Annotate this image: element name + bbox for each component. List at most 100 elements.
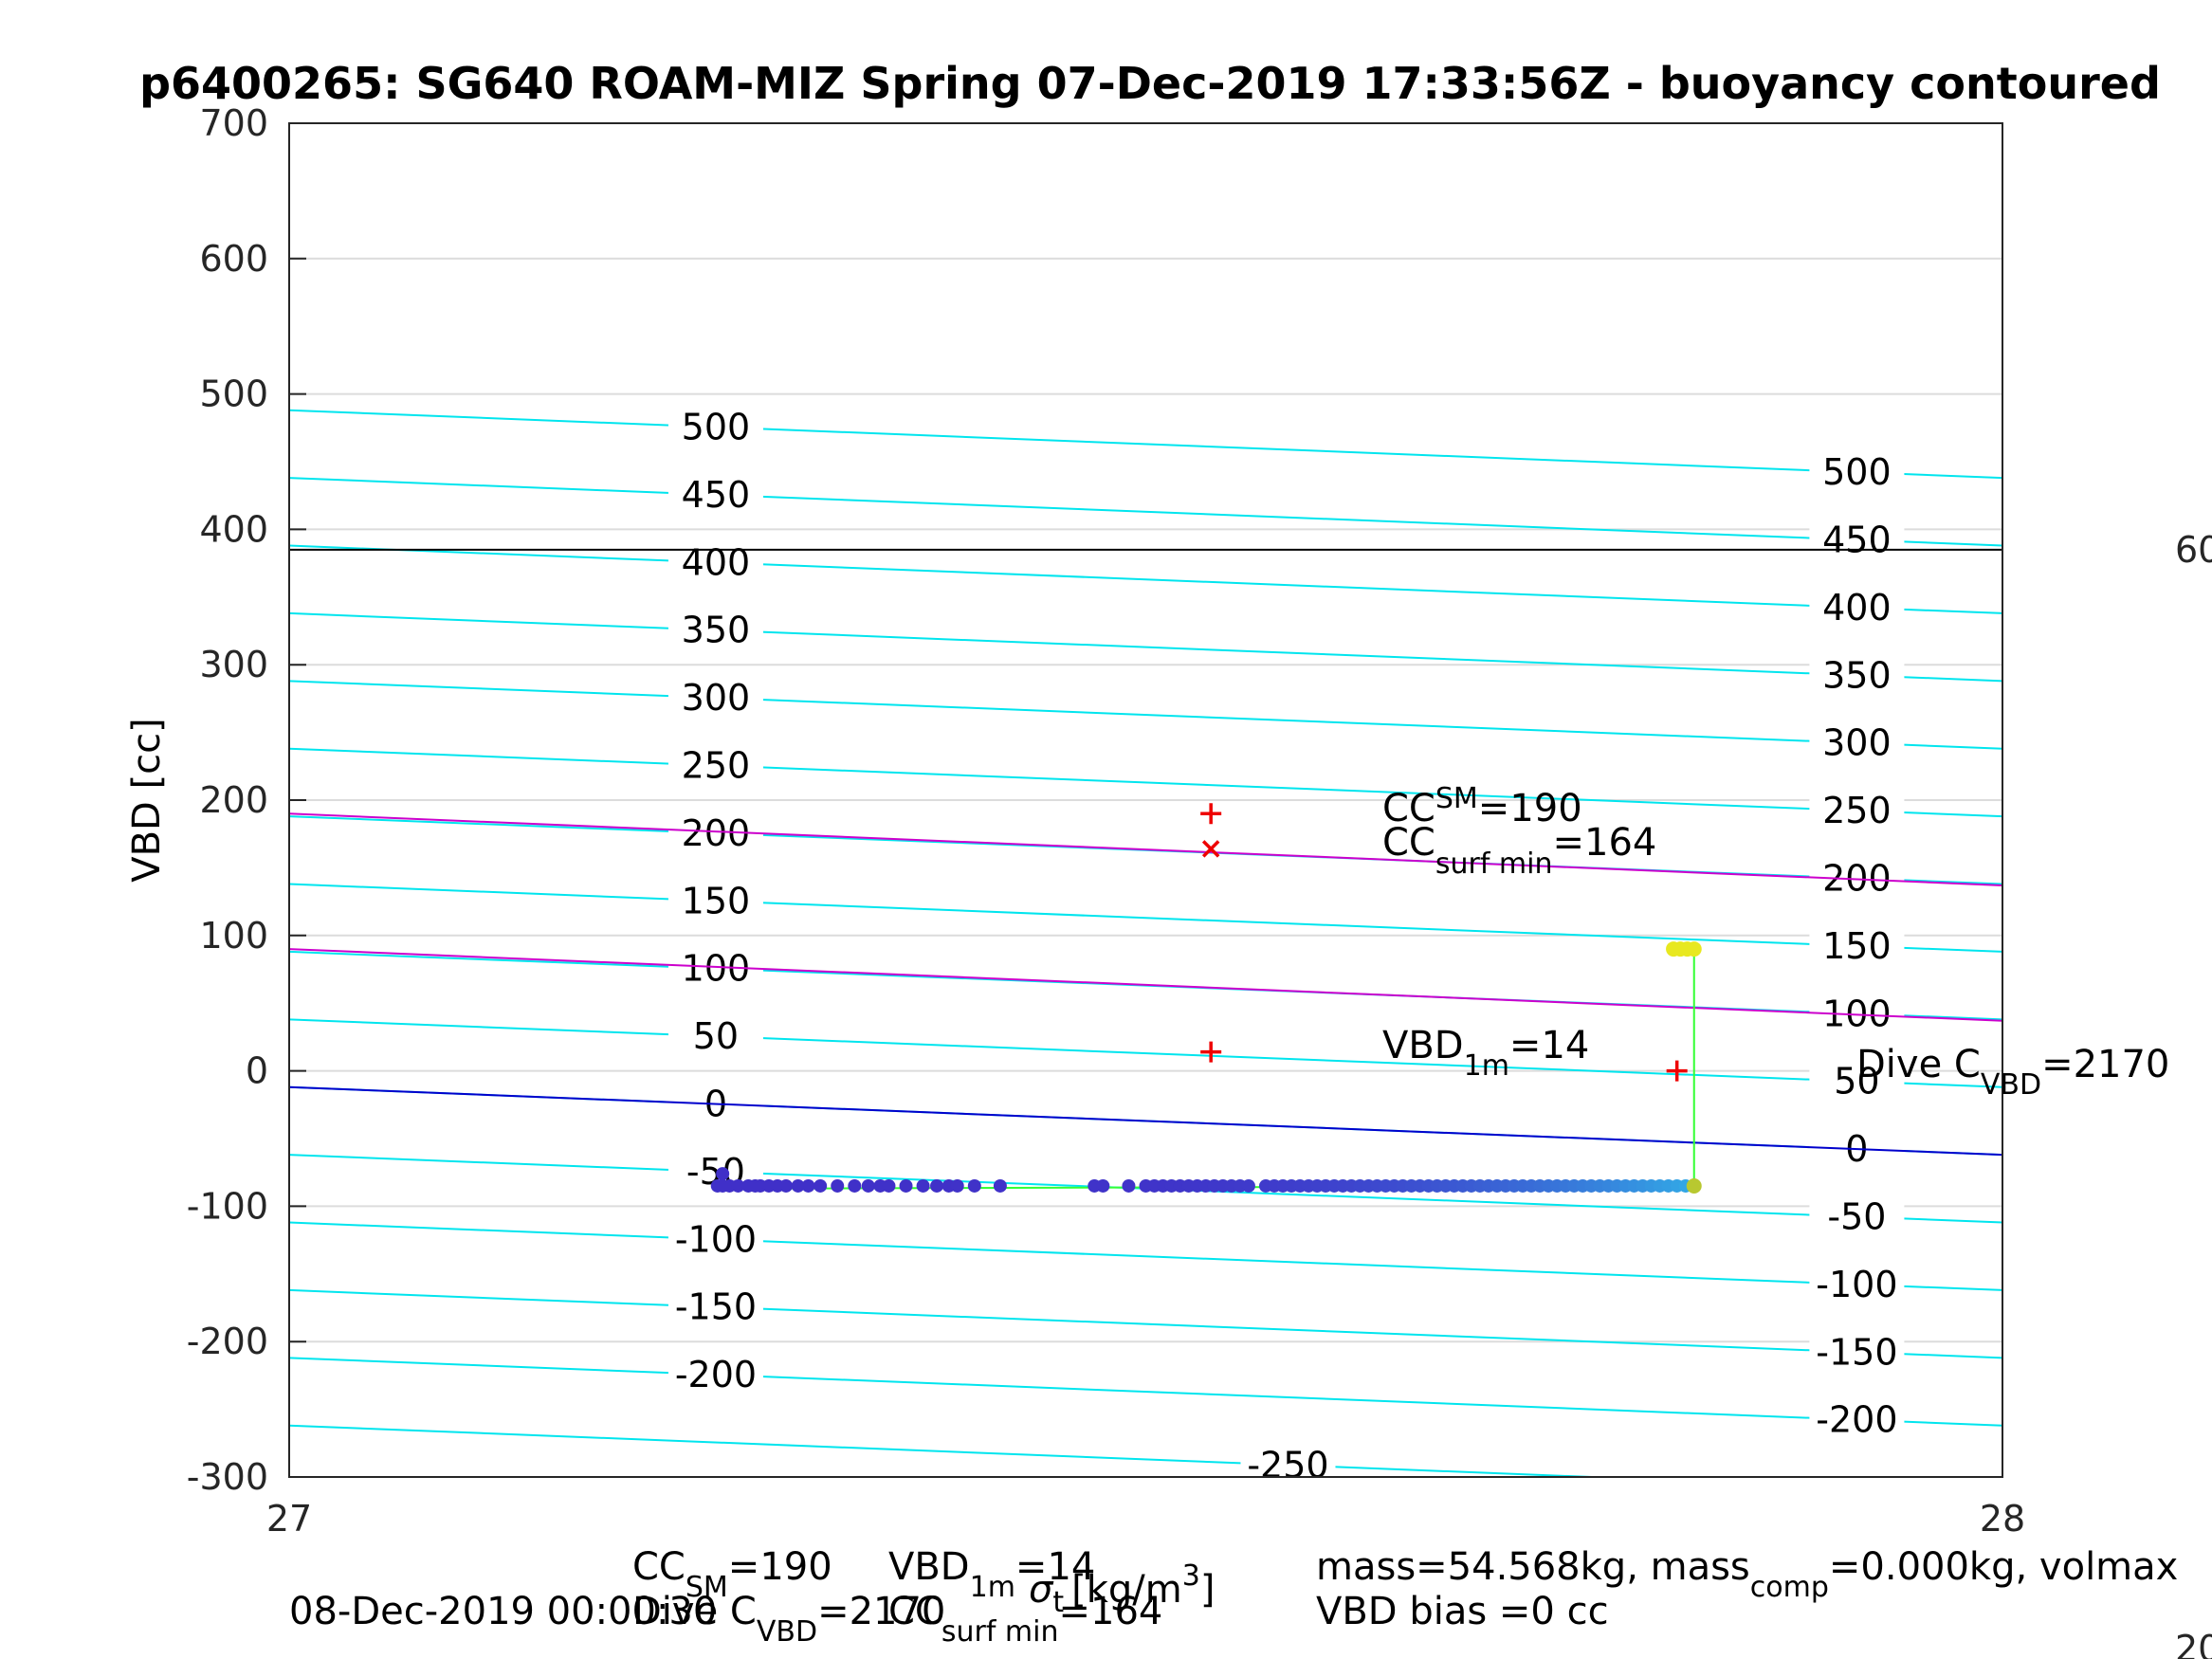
contour-line: [289, 1424, 1616, 1477]
contour-label-right-bg: [1809, 453, 1905, 492]
contour-label-right: 250: [1822, 790, 1892, 831]
contour-label-right: 350: [1822, 654, 1892, 696]
contour-label-right-bg: [1809, 1400, 1905, 1439]
contour-line: [289, 1288, 2002, 1359]
plus-marker: [1200, 1041, 1222, 1063]
trace-point: [916, 1178, 930, 1193]
trace-point: [791, 1178, 805, 1193]
cc-sm-value: =190: [1478, 787, 1582, 830]
contour-line: [289, 680, 2002, 750]
contour-label-left-bg: [667, 882, 763, 921]
y-tick-label: -300: [187, 1456, 268, 1498]
contour-label-left: 400: [682, 541, 751, 583]
trace-end-point: [1686, 1177, 1702, 1194]
footer-corner: 20: [2175, 1628, 2212, 1659]
contour-line: [289, 1357, 2002, 1427]
y-tick-label: 0: [246, 1050, 268, 1092]
y-tick-label: 500: [199, 374, 268, 415]
cc-surf-base: CC: [1382, 821, 1435, 865]
highlight-line: [288, 812, 2003, 886]
plus-marker: [1666, 1060, 1688, 1082]
contour-label-left: 450: [682, 474, 751, 516]
x-tick-label: 28: [1980, 1498, 2025, 1540]
contour-label-right: -100: [1816, 1264, 1897, 1305]
contour-label-left: 150: [682, 880, 751, 921]
contour-label-left-bg: [667, 1287, 763, 1326]
y-tick-label: -200: [187, 1321, 268, 1362]
y-tick-label: -100: [187, 1185, 268, 1227]
contour-line: [289, 1221, 2002, 1291]
trace-point: [831, 1178, 845, 1193]
x-axis-label: σt [kg/m3]: [1029, 1559, 1215, 1619]
contour-label-right: 500: [1822, 451, 1892, 493]
svg-text:CCsurf min=164: CCsurf min=164: [1382, 821, 1656, 881]
contour-label-right-bg: [1809, 1197, 1905, 1236]
cc-sm-sup: SM: [1435, 782, 1478, 815]
contour-label-right: -200: [1816, 1399, 1897, 1441]
contour-label-left: 250: [682, 745, 751, 787]
contour-label-left-bg: [667, 475, 763, 514]
contour-label-right: 450: [1822, 519, 1892, 560]
vbd-1m-value: =14: [1509, 1024, 1589, 1067]
contour-label-left-bg: [667, 1356, 763, 1395]
glider-trace: [710, 941, 1702, 1194]
horizontal-line-right-label: 60: [2175, 529, 2212, 571]
contour-label-left: 50: [693, 1015, 739, 1057]
contour-label-left: 300: [682, 677, 751, 719]
dive-c-value: =2170: [2041, 1043, 2169, 1086]
highlight-lines: [288, 548, 2003, 1157]
contour-label-right-bg: [1809, 588, 1905, 627]
footer-cc-sm: CCSM=190: [632, 1545, 832, 1604]
contour-label-left-bg: [667, 746, 763, 785]
contour-label-left-bg: [667, 408, 763, 447]
y-axis-label: VBD [cc]: [125, 718, 169, 883]
y-axis-ticks: -300 -200 -100 0 100 200 300 400 500 600 700: [187, 102, 306, 1498]
trace-point: [1241, 1178, 1255, 1193]
chart-title: p6400265: SG640 ROAM-MIZ Spring 07-Dec-2…: [139, 58, 2161, 109]
annotation-cc-surf: CCsurf min=164: [1382, 821, 1656, 881]
contour-label-right: 300: [1822, 722, 1892, 764]
contour-label-left: -150: [675, 1286, 757, 1328]
x-axis-sub: t: [1052, 1586, 1064, 1619]
svg-text:CCSM=190: CCSM=190: [1382, 782, 1582, 830]
contour-labels: -200-150-100-500501001502002503003504004…: [667, 407, 1905, 1486]
trace-point: [716, 1167, 730, 1181]
contour-label-left: -200: [675, 1354, 757, 1395]
trace-point: [1096, 1178, 1110, 1193]
contour-label-left-bg: [667, 1017, 763, 1056]
vbd-1m-base: VBD: [1382, 1024, 1464, 1067]
contour-label-left: -100: [675, 1218, 757, 1260]
y-tick-label: 200: [199, 779, 268, 821]
cc-sm-base: CC: [1382, 787, 1435, 830]
trace-point: [882, 1178, 896, 1193]
footer-date: 08-Dec-2019 00:00:30: [289, 1590, 717, 1633]
trace-point: [861, 1178, 875, 1193]
contour-label-right-bg: [1809, 520, 1905, 559]
contour-line: [289, 544, 2002, 614]
contour-label-right-bg: [1809, 723, 1905, 762]
trace-point: [731, 1178, 745, 1193]
contour-label-left: 350: [682, 610, 751, 651]
annotation-cc-sm: CCSM=190: [1382, 782, 1582, 830]
trace-point: [801, 1178, 815, 1193]
contour-label-right-bg: [1809, 1265, 1905, 1304]
dive-c-base: Dive C: [1856, 1043, 1981, 1086]
footer-divec: Dive CVBD=2170: [632, 1590, 945, 1649]
contour-label-right-bg: [1809, 792, 1905, 830]
x-axis-ticks: 27 28: [266, 1460, 2025, 1540]
surface-point: [1686, 941, 1702, 957]
x-axis-sigma: σ: [1029, 1568, 1054, 1612]
y-tick-label: 100: [199, 915, 268, 957]
x-axis-units: [kg/m: [1071, 1568, 1182, 1612]
footer-vbd-1m: VBD1m=14: [888, 1545, 1095, 1604]
x-tick-label: 27: [266, 1498, 312, 1540]
dive-c-sub: VBD: [1981, 1068, 2041, 1102]
contour-lines: [289, 409, 2002, 1477]
cc-surf-value: =164: [1553, 821, 1657, 865]
contour-label-right-bg: [1809, 1062, 1905, 1101]
contour-line: [289, 883, 2002, 953]
trace-point: [950, 1178, 964, 1193]
trace-point: [899, 1178, 913, 1193]
footer-cc-surf: CCsurf min=164: [888, 1590, 1162, 1649]
